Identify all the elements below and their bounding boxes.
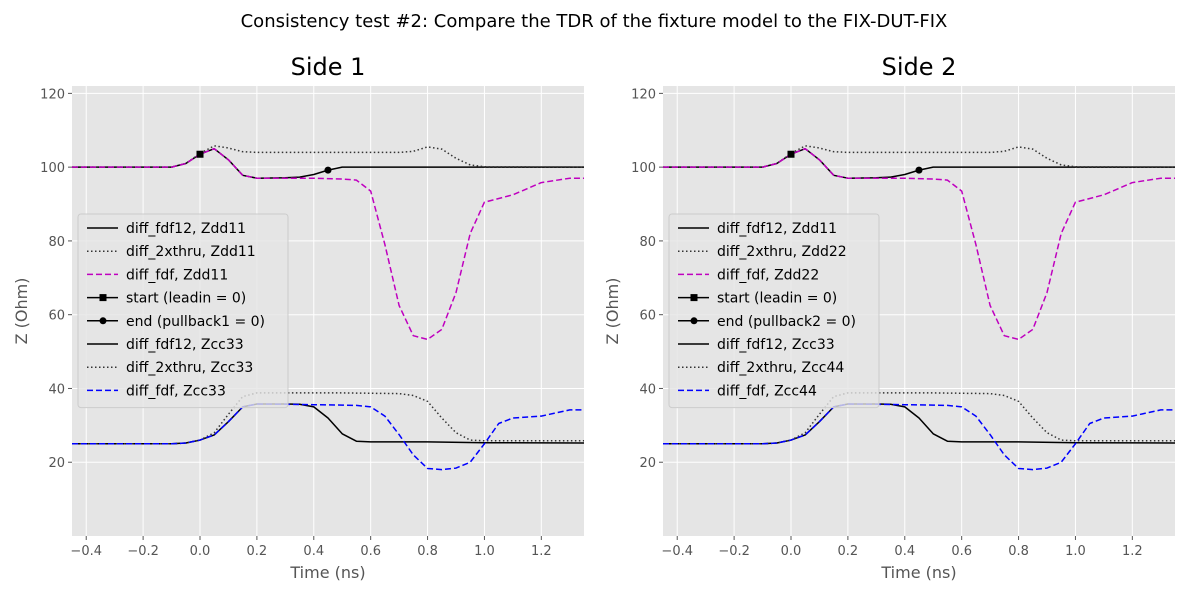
x-tick-label: 1.0 [1065,544,1086,559]
series-line-1 [72,145,584,168]
legend-label: diff_fdf12, Zdd11 [717,221,837,237]
figure-suptitle: Consistency test #2: Compare the TDR of … [241,11,948,32]
legend-label: diff_2xthru, Zdd22 [717,244,847,260]
x-tick-label: 0.4 [303,544,324,559]
x-tick-label: 1.0 [474,544,495,559]
legend-label: diff_fdf12, Zcc33 [126,337,244,353]
legend: diff_fdf12, Zdd11 diff_2xthru, Zdd11 diff_… [77,213,289,409]
legend-label: diff_fdf, Zdd22 [717,267,819,283]
x-tick-label: 0.4 [894,544,915,559]
chart-panel-side-1: −0.4 −0.2 0.0 0.2 0.4 0.6 0.8 1.0 1.2 20 40 60 80 100… [12,53,584,582]
legend: diff_fdf12, Zdd11 diff_2xthru, Zdd22 diff_… [668,213,880,409]
y-tick-label: 60 [639,309,656,324]
end-marker [324,166,332,174]
y-axis-label: Z (Ohm) [603,278,622,345]
legend-marker-circle [690,317,698,325]
series-group [72,145,584,471]
series-line-5 [72,403,584,471]
legend-label: diff_fdf, Zcc44 [717,383,817,399]
legend-label: start (leadin = 0) [126,291,246,307]
chart-panel-side-2: −0.4 −0.2 0.0 0.2 0.4 0.6 0.8 1.0 1.2 20 40 60 80 100… [603,53,1175,582]
legend-label: diff_2xthru, Zdd11 [126,244,256,260]
series-line-3 [663,403,1175,445]
x-tick-label: 0.2 [838,544,859,559]
y-tick-label: 120 [631,87,656,102]
series-line-5 [663,403,1175,471]
y-tick-label: 60 [48,309,65,324]
x-tick-label: −0.4 [661,544,693,559]
x-tick-label: 0.2 [247,544,268,559]
x-tick-label: 0.8 [417,544,438,559]
legend-marker-square [99,294,107,302]
x-tick-label: 0.8 [1008,544,1029,559]
legend-label: diff_fdf12, Zcc33 [717,337,835,353]
x-tick-label: −0.2 [127,544,159,559]
y-tick-label: 80 [48,235,65,250]
x-tick-label: −0.2 [718,544,750,559]
chart-title: Side 2 [882,53,957,81]
series-group [663,145,1175,471]
legend-label: diff_2xthru, Zcc33 [126,360,253,376]
legend-label: diff_fdf, Zdd11 [126,267,228,283]
x-tick-label: 0.0 [781,544,802,559]
y-tick-label: 100 [631,161,656,176]
legend-box [77,213,289,409]
start-marker [196,150,204,158]
x-tick-label: 0.6 [951,544,972,559]
legend-label: diff_fdf12, Zdd11 [126,221,246,237]
x-tick-label: 1.2 [1122,544,1143,559]
y-tick-label: 20 [639,456,656,471]
y-tick-label: 40 [639,382,656,397]
y-tick-label: 20 [48,456,65,471]
series-line-1 [663,145,1175,168]
end-marker [915,166,923,174]
x-axis-label: Time (ns) [880,563,956,582]
y-tick-label: 80 [639,235,656,250]
x-tick-label: −0.4 [70,544,102,559]
x-axis-label: Time (ns) [289,563,365,582]
legend-label: diff_2xthru, Zcc44 [717,360,844,376]
series-line-3 [72,403,584,445]
y-tick-label: 100 [40,161,65,176]
legend-label: end (pullback2 = 0) [717,314,856,330]
series-line-2 [663,147,1175,341]
legend-marker-circle [99,317,107,325]
series-line-2 [72,147,584,341]
x-tick-label: 0.6 [360,544,381,559]
y-tick-label: 40 [48,382,65,397]
chart-title: Side 1 [291,53,366,81]
y-axis-label: Z (Ohm) [12,278,31,345]
legend-label: start (leadin = 0) [717,291,837,307]
y-tick-label: 120 [40,87,65,102]
legend-box [668,213,880,409]
legend-label: end (pullback1 = 0) [126,314,265,330]
start-marker [787,150,795,158]
legend-label: diff_fdf, Zcc33 [126,383,226,399]
legend-marker-square [690,294,698,302]
x-tick-label: 0.0 [190,544,211,559]
x-tick-label: 1.2 [531,544,552,559]
